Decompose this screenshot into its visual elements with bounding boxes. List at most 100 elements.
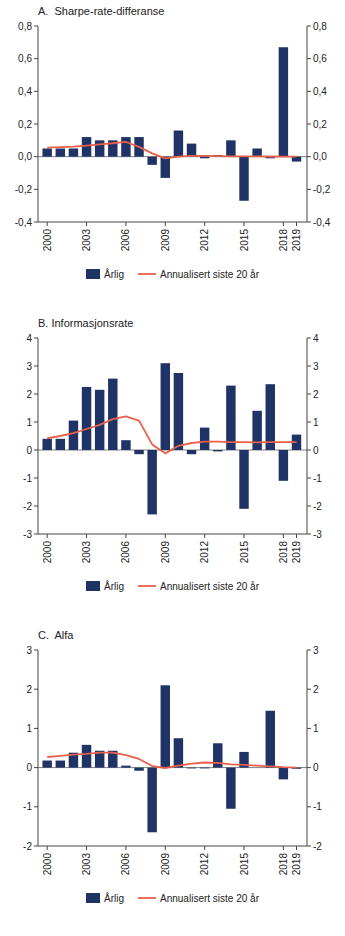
- bar: [266, 711, 275, 768]
- y2-tick-label: 2: [313, 389, 319, 400]
- x-tick: [244, 846, 245, 850]
- bar: [69, 421, 78, 450]
- bar: [82, 137, 91, 157]
- y-tick: [34, 728, 38, 729]
- y2-tick-label: 1: [313, 723, 319, 734]
- bar: [279, 768, 288, 780]
- bar: [187, 450, 196, 454]
- bar: [147, 157, 156, 165]
- y2-tick: [307, 650, 311, 651]
- bar: [187, 144, 196, 157]
- y-tick-label: -1: [23, 473, 32, 484]
- bar: [95, 390, 104, 450]
- legend: ÅrligAnnualisert siste 20 år: [86, 580, 260, 592]
- bar: [161, 685, 170, 767]
- bar: [279, 450, 288, 481]
- x-tick-label: 2018: [278, 853, 289, 876]
- x-tick-label: 2003: [81, 541, 92, 564]
- y-tick-label: 3: [26, 645, 32, 656]
- bar: [147, 450, 156, 514]
- y-tick-label: 2: [26, 684, 32, 695]
- y2-tick-label: 0,8: [313, 21, 327, 32]
- y2-tick-label: 2: [313, 684, 319, 695]
- legend-swatch: [86, 893, 100, 903]
- y2-tick: [307, 156, 311, 157]
- x-tick-label: 2018: [278, 541, 289, 564]
- y-tick: [34, 422, 38, 423]
- x-tick: [204, 534, 205, 538]
- legend-label: Annualisert siste 20 år: [160, 893, 260, 904]
- legend-swatch: [138, 273, 156, 275]
- y2-tick: [307, 26, 311, 27]
- x-tick-label: 2003: [81, 853, 92, 876]
- bar: [134, 450, 143, 454]
- chart-title: B. Informasjonsrate: [38, 317, 133, 329]
- x-tick-label: 2012: [199, 853, 210, 876]
- bar: [161, 157, 170, 178]
- y-tick-label: -2: [23, 841, 32, 852]
- bar: [42, 439, 51, 450]
- x-tick: [283, 222, 284, 226]
- y2-tick-label: -2: [313, 501, 322, 512]
- legend-swatch: [86, 269, 100, 279]
- y2-tick: [307, 58, 311, 59]
- x-axis-line: [38, 222, 307, 223]
- line: [47, 416, 296, 453]
- bar: [42, 761, 51, 768]
- y-tick: [34, 189, 38, 190]
- bar: [200, 428, 209, 450]
- y2-tick-label: 0,2: [313, 119, 327, 130]
- x-tick-label: 2019: [291, 853, 302, 876]
- x-tick: [47, 222, 48, 226]
- y-axis-line: [38, 650, 39, 846]
- bar: [174, 738, 183, 767]
- x-tick: [165, 534, 166, 538]
- y-tick-label: 0: [26, 762, 32, 773]
- x-tick-label: 2006: [120, 229, 131, 252]
- y2-tick: [307, 534, 311, 535]
- chart-title: C. Alfa: [38, 629, 74, 641]
- y-tick: [34, 767, 38, 768]
- bar: [56, 439, 65, 450]
- x-tick-label: 2015: [239, 853, 250, 876]
- y-tick-label: -1: [23, 801, 32, 812]
- y-tick: [34, 534, 38, 535]
- bar: [147, 768, 156, 833]
- x-tick-label: 2019: [291, 229, 302, 252]
- bar: [56, 761, 65, 768]
- x-tick: [165, 846, 166, 850]
- bar: [134, 768, 143, 771]
- y-tick-label: 0,8: [18, 21, 32, 32]
- bar: [42, 149, 51, 157]
- x-tick-label: 2009: [160, 541, 171, 564]
- y2-tick-label: -0,2: [313, 184, 331, 195]
- y-tick: [34, 846, 38, 847]
- plot-marks: [38, 363, 307, 514]
- line: [47, 753, 296, 768]
- x-tick: [86, 846, 87, 850]
- legend: ÅrligAnnualisert siste 20 år: [86, 892, 260, 904]
- y-tick-label: 0,0: [18, 151, 32, 162]
- x-tick: [125, 846, 126, 850]
- x-tick: [296, 222, 297, 226]
- y-tick: [34, 222, 38, 223]
- y2-tick-label: 0,6: [313, 53, 327, 64]
- plot-marks: [38, 685, 307, 832]
- x-tick-label: 2015: [239, 541, 250, 564]
- y-tick-label: -0,2: [15, 184, 33, 195]
- x-tick: [296, 534, 297, 538]
- x-tick-label: 2012: [199, 229, 210, 252]
- y2-tick-label: -0,4: [313, 217, 331, 228]
- y-tick-label: 0,4: [18, 86, 32, 97]
- bar: [95, 140, 104, 156]
- x-tick: [165, 222, 166, 226]
- bar: [226, 140, 235, 156]
- y-tick: [34, 478, 38, 479]
- y-tick: [34, 806, 38, 807]
- legend-swatch: [86, 581, 100, 591]
- panel: C. Alfa-2-10123-2-1012320002003200620092…: [23, 629, 322, 904]
- y2-tick-label: 1: [313, 417, 319, 428]
- legend-swatch: [138, 897, 156, 899]
- y-tick-label: -2: [23, 501, 32, 512]
- x-tick: [283, 534, 284, 538]
